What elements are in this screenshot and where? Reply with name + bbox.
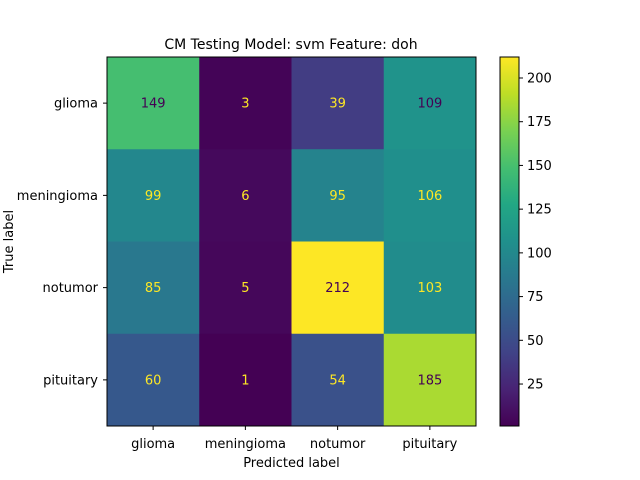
cell-value-labels: 149 3 39 109 99 6 95 106 85 5 212 103 60 1 54 185 — [141, 97, 443, 389]
cell-value-label: 39 — [329, 97, 346, 112]
cell-value-label: 103 — [417, 281, 442, 296]
heatmap-cell — [199, 333, 292, 427]
heatmap-cell — [199, 57, 292, 150]
cell-value-label: 95 — [329, 189, 346, 204]
colorbar-ticks: 25 50 75 100 125 150 175 200 — [519, 71, 552, 393]
heatmap-cell — [383, 333, 477, 427]
y-axis-ticks: glioma meningioma notumor pituitary — [17, 97, 107, 388]
heatmap-cell — [291, 241, 385, 335]
heatmap-cells — [107, 57, 477, 427]
colorbar-tick-label: 175 — [527, 115, 552, 130]
cell-value-label: 54 — [329, 373, 346, 388]
colorbar-tick-label: 100 — [527, 246, 552, 261]
cell-value-label: 106 — [417, 189, 442, 204]
heatmap-cell — [291, 149, 385, 242]
cell-value-label: 1 — [241, 373, 249, 388]
heatmap-cell — [107, 149, 200, 242]
heatmap-cell — [107, 241, 200, 335]
heatmap-cell — [383, 149, 477, 242]
y-axis-label: True label — [2, 210, 17, 274]
heatmap-cell — [291, 57, 385, 150]
colorbar-tick-label: 50 — [527, 334, 544, 349]
cell-value-label: 185 — [417, 373, 442, 388]
cell-value-label: 3 — [241, 97, 249, 112]
plot-frame — [106, 56, 477, 427]
colorbar-tick-label: 75 — [527, 290, 544, 305]
y-tick-label: meningioma — [17, 189, 98, 204]
heatmap-cell — [107, 333, 200, 427]
x-tick-label: notumor — [310, 437, 366, 452]
heatmap-cell — [199, 241, 292, 335]
heatmap-cell — [291, 333, 385, 427]
x-axis-ticks: glioma meningioma notumor pituitary — [131, 426, 458, 452]
heatmap-cell — [383, 241, 477, 335]
cell-value-label: 5 — [241, 281, 249, 296]
colorbar-tick-label: 125 — [527, 203, 552, 218]
cell-value-label: 99 — [145, 189, 162, 204]
cell-value-label: 85 — [145, 281, 162, 296]
colorbar — [499, 56, 520, 427]
heatmap-cell — [107, 57, 200, 150]
cell-value-label: 212 — [325, 281, 350, 296]
colorbar-tick-label: 200 — [527, 71, 552, 86]
x-tick-label: meningioma — [205, 437, 286, 452]
cell-value-label: 149 — [141, 97, 166, 112]
x-tick-label: glioma — [131, 437, 175, 452]
y-tick-label: notumor — [43, 281, 99, 296]
y-tick-label: pituitary — [43, 373, 98, 388]
chart-title: CM Testing Model: svm Feature: doh — [164, 37, 417, 53]
heatmap-cell — [199, 149, 292, 242]
x-tick-label: pituitary — [402, 437, 457, 452]
x-axis-label: Predicted label — [243, 456, 340, 471]
cell-value-label: 6 — [241, 189, 249, 204]
colorbar-tick-label: 150 — [527, 159, 552, 174]
y-tick-label: glioma — [54, 97, 98, 112]
colorbar-tick-label: 25 — [527, 378, 544, 393]
cell-value-label: 60 — [145, 373, 162, 388]
cell-value-label: 109 — [417, 97, 442, 112]
heatmap-cell — [383, 57, 477, 150]
